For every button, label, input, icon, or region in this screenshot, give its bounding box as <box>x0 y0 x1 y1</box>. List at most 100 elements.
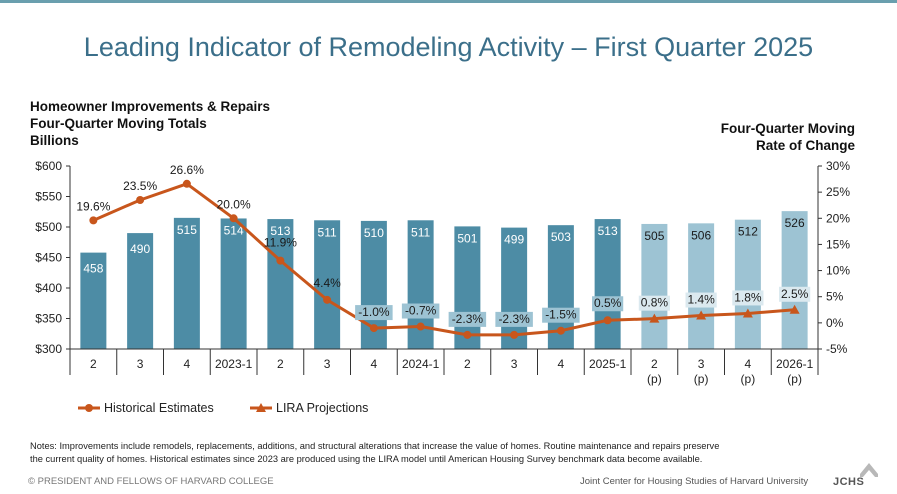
right-axis-title-line-2: Rate of Change <box>755 138 855 153</box>
projection-point <box>696 310 707 320</box>
bar-value-label: 499 <box>504 233 524 247</box>
x-axis-tick-sublabel: (p) <box>787 372 802 386</box>
bar <box>641 223 668 349</box>
x-axis-tick-label: 4 <box>371 357 378 371</box>
historical-point <box>229 214 238 223</box>
bar <box>127 233 154 349</box>
x-axis-tick-sublabel: (p) <box>694 372 709 386</box>
bar <box>267 219 294 349</box>
percent-label-background <box>401 303 440 319</box>
bar-value-label: 505 <box>644 229 664 243</box>
left-axis-tick-label: $400 <box>35 281 62 295</box>
historical-point <box>323 295 332 304</box>
chart: 458 490 515 514 513 511 510 511 501 499 503 513 505 5… <box>35 159 850 415</box>
x-axis-tick-label: 3 <box>324 357 331 371</box>
bar <box>781 211 808 349</box>
projection-point <box>742 308 753 318</box>
notes-line-2: the current quality of homes. Historical… <box>30 453 703 464</box>
historical-point <box>556 326 565 335</box>
historical-percent-label: 26.6% <box>170 163 204 177</box>
projection-percent-label: 2.5% <box>781 287 809 301</box>
bar-value-label: 511 <box>318 225 337 239</box>
left-axis-tick-label: $550 <box>35 190 62 204</box>
historical-percent-label: 20.0% <box>217 197 251 211</box>
left-axis-title-line-1: Homeowner Improvements & Repairs <box>30 99 271 114</box>
right-axis-tick-label: 25% <box>826 185 850 199</box>
x-axis-tick-label: 2023-1 <box>215 357 253 371</box>
historical-point <box>510 330 519 339</box>
bar <box>734 219 761 349</box>
bar <box>594 219 621 349</box>
bar <box>454 226 481 349</box>
left-axis-tick-label: $350 <box>35 312 62 326</box>
left-axis-tick-label: $500 <box>35 220 62 234</box>
right-axis-tick-label: -5% <box>826 342 848 356</box>
historical-percent-label: 4.4% <box>313 276 341 290</box>
bar-value-label: 513 <box>270 224 290 238</box>
legend-projection-marker <box>256 403 266 412</box>
historical-percent-label: -2.3% <box>452 312 484 326</box>
x-axis-tick-label: 2 <box>464 357 471 371</box>
right-axis-title: Four-Quarter Moving Rate of Change <box>721 120 855 154</box>
left-axis-title: Homeowner Improvements & Repairs Four-Qu… <box>30 98 270 149</box>
right-axis-tick-label: 15% <box>826 237 850 251</box>
historical-point <box>276 256 285 265</box>
bar-value-label: 512 <box>738 225 758 239</box>
historical-point <box>182 179 191 188</box>
percent-label-background <box>638 295 670 311</box>
page-title: Leading Indicator of Remodeling Activity… <box>83 32 814 62</box>
historical-point <box>89 216 98 225</box>
x-axis-tick-label: 2 <box>90 357 97 371</box>
projection-percent-label: 1.4% <box>687 293 715 307</box>
x-axis-tick-label: 2025-1 <box>589 357 627 371</box>
bar <box>314 220 341 349</box>
projection-percent-label: 1.8% <box>734 290 762 304</box>
x-axis-tick-label: 3 <box>511 357 518 371</box>
right-axis-tick-label: 5% <box>826 290 844 304</box>
percent-label-background <box>732 290 764 306</box>
legend-historical-label: Historical Estimates <box>104 401 214 415</box>
bar-value-label: 506 <box>691 228 711 242</box>
top-accent-bar <box>0 0 897 3</box>
x-axis-tick-label: 2024-1 <box>402 357 440 371</box>
copyright-footer: © PRESIDENT AND FELLOWS OF HARVARD COLLE… <box>28 476 274 487</box>
bar-value-label: 503 <box>551 230 571 244</box>
historical-point <box>416 322 425 331</box>
left-axis-title-line-2: Four-Quarter Moving Totals <box>30 116 207 131</box>
percent-label-background <box>685 292 717 308</box>
x-axis-tick-label: 3 <box>698 357 705 371</box>
historical-point <box>463 330 472 339</box>
bar-value-label: 490 <box>130 242 150 256</box>
historical-percent-label: -1.0% <box>358 305 390 319</box>
x-axis-tick-label: 2 <box>277 357 284 371</box>
historical-estimates-line <box>92 182 608 337</box>
x-axis-tick-sublabel: (p) <box>647 372 662 386</box>
bar-value-label: 501 <box>457 231 477 245</box>
historical-percent-label: -2.3% <box>498 312 530 326</box>
bar-value-label: 513 <box>598 224 618 238</box>
notes: Notes: Improvements include remodels, re… <box>30 440 870 465</box>
historical-percent-label: 11.9% <box>264 236 297 250</box>
x-axis-tick-sublabel: (p) <box>741 372 756 386</box>
projection-percent-label: 0.8% <box>641 296 669 310</box>
legend-projection-label: LIRA Projections <box>276 401 368 415</box>
logo-text: JCHS <box>833 476 865 488</box>
historical-point <box>136 195 145 204</box>
left-axis-title-line-3: Billions <box>30 133 79 148</box>
bar-value-label: 458 <box>83 262 103 276</box>
historical-percent-label: -1.5% <box>545 308 577 322</box>
percent-label-background <box>779 286 811 302</box>
x-axis-tick-label: 2026-1 <box>776 357 814 371</box>
organization-footer: Joint Center for Housing Studies of Harv… <box>580 476 809 487</box>
x-axis-tick-label: 4 <box>184 357 191 371</box>
historical-percent-label: 23.5% <box>123 179 157 193</box>
bar-value-label: 526 <box>785 216 805 230</box>
bar <box>80 252 107 349</box>
right-axis-tick-label: 10% <box>826 264 850 278</box>
bar <box>688 223 715 349</box>
bar <box>173 217 200 349</box>
bar <box>220 218 247 349</box>
historical-point <box>603 316 612 325</box>
percent-label-background <box>355 305 393 321</box>
percent-label-background <box>592 296 624 312</box>
